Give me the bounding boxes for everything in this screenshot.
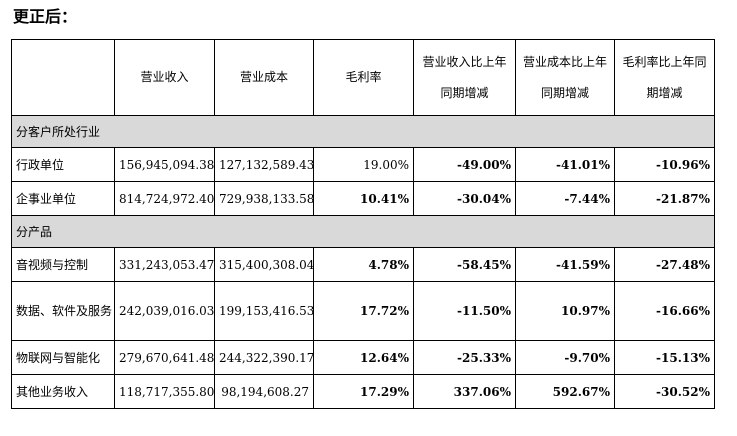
cell-cost-yoy: -7.44%: [515, 181, 615, 216]
cell-margin: 10.41%: [313, 181, 414, 216]
cell-margin: 19.00%: [313, 147, 414, 182]
cell-cost: 199,153,416.53: [214, 281, 314, 341]
cell-revenue-yoy: -11.50%: [413, 281, 516, 341]
financial-table: 营业收入 营业成本 毛利率 营业收入比上年 同期增减 营业成本比上年 同期增减 …: [11, 39, 715, 409]
table-row: 行政单位 156,945,094.38 127,132,589.43 19.00…: [11, 147, 715, 182]
row-name: 音视频与控制: [11, 247, 115, 282]
cell-margin: 4.78%: [313, 247, 414, 282]
row-name: 行政单位: [11, 147, 115, 182]
cell-margin-yoy: -21.87%: [614, 181, 715, 216]
cell-cost: 729,938,133.58: [214, 181, 314, 216]
cell-margin-yoy: -15.13%: [614, 340, 715, 375]
cell-revenue: 242,039,016.03: [114, 281, 215, 341]
cell-revenue: 331,243,053.47: [114, 247, 215, 282]
cell-cost: 98,194,608.27: [214, 374, 314, 409]
header-cost: 营业成本: [214, 39, 314, 116]
row-name: 企事业单位: [11, 181, 115, 216]
cell-revenue-yoy: -58.45%: [413, 247, 516, 282]
cell-margin: 12.64%: [313, 340, 414, 375]
header-revenue-yoy-line2: 同期增减: [440, 85, 489, 100]
cell-cost: 127,132,589.43: [214, 147, 314, 182]
header-margin-yoy-line2: 期增减: [646, 85, 683, 100]
section-row-product: 分产品: [11, 215, 715, 248]
cell-margin-yoy: -16.66%: [614, 281, 715, 341]
header-margin: 毛利率: [313, 39, 414, 116]
table-row: 数据、软件及服务 242,039,016.03 199,153,416.53 1…: [11, 281, 715, 341]
cell-margin-yoy: -10.96%: [614, 147, 715, 182]
cell-revenue-yoy: -25.33%: [413, 340, 516, 375]
header-margin-yoy: 毛利率比上年同 期增减: [614, 39, 715, 116]
section-title: 分客户所处行业: [11, 115, 715, 148]
header-cost-yoy-line1: 营业成本比上年: [522, 54, 607, 69]
cell-revenue: 279,670,641.48: [114, 340, 215, 375]
cell-cost-yoy: 10.97%: [515, 281, 615, 341]
header-cost-yoy-line2: 同期增减: [540, 85, 589, 100]
page-heading: 更正后：: [13, 7, 78, 26]
cell-revenue-yoy: -30.04%: [413, 181, 516, 216]
section-row-customer-industry: 分客户所处行业: [11, 115, 715, 148]
table-row: 其他业务收入 118,717,355.80 98,194,608.27 17.2…: [11, 374, 715, 409]
cell-cost: 315,400,308.04: [214, 247, 314, 282]
section-title: 分产品: [11, 215, 715, 248]
cell-revenue: 156,945,094.38: [114, 147, 215, 182]
cell-revenue: 814,724,972.40: [114, 181, 215, 216]
cell-revenue-yoy: -49.00%: [413, 147, 516, 182]
row-name: 物联网与智能化: [11, 340, 115, 375]
cell-cost-yoy: -9.70%: [515, 340, 615, 375]
table-row: 音视频与控制 331,243,053.47 315,400,308.04 4.7…: [11, 247, 715, 282]
header-revenue: 营业收入: [114, 39, 215, 116]
header-revenue-yoy: 营业收入比上年 同期增减: [413, 39, 516, 116]
cell-cost-yoy: -41.59%: [515, 247, 615, 282]
table-row: 物联网与智能化 279,670,641.48 244,322,390.17 12…: [11, 340, 715, 375]
cell-revenue-yoy: 337.06%: [413, 374, 516, 409]
cell-cost-yoy: -41.01%: [515, 147, 615, 182]
cell-margin-yoy: -30.52%: [614, 374, 715, 409]
cell-margin-yoy: -27.48%: [614, 247, 715, 282]
header-cost-yoy: 营业成本比上年 同期增减: [515, 39, 615, 116]
row-name: 其他业务收入: [11, 374, 115, 409]
row-name: 数据、软件及服务: [11, 281, 115, 341]
table-header-row: 营业收入 营业成本 毛利率 营业收入比上年 同期增减 营业成本比上年 同期增减 …: [11, 39, 715, 116]
header-margin-yoy-line1: 毛利率比上年同: [622, 54, 707, 69]
cell-cost: 244,322,390.17: [214, 340, 314, 375]
cell-margin: 17.29%: [313, 374, 414, 409]
header-revenue-yoy-line1: 营业收入比上年: [422, 54, 507, 69]
cell-revenue: 118,717,355.80: [114, 374, 215, 409]
cell-margin: 17.72%: [313, 281, 414, 341]
cell-cost-yoy: 592.67%: [515, 374, 615, 409]
table-row: 企事业单位 814,724,972.40 729,938,133.58 10.4…: [11, 181, 715, 216]
header-blank: [11, 39, 115, 116]
